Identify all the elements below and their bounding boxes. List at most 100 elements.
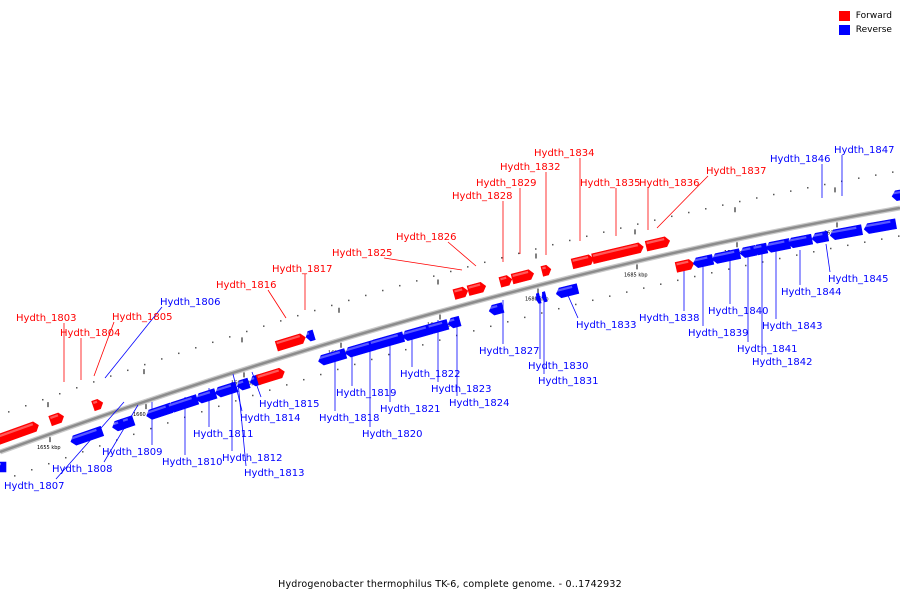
gene-arrow[interactable] bbox=[401, 323, 434, 342]
gene-label[interactable]: Hydth_1812 bbox=[222, 453, 283, 464]
gene-arrow[interactable] bbox=[711, 248, 742, 265]
gene-arrow[interactable] bbox=[167, 394, 200, 414]
gene-label[interactable]: Hydth_1840 bbox=[708, 306, 769, 317]
gene-arrow[interactable] bbox=[91, 398, 105, 412]
gene-hydth-1846[interactable] bbox=[863, 218, 897, 234]
gene-hydth-1837[interactable] bbox=[674, 259, 695, 273]
gene-label[interactable]: Hydth_1809 bbox=[102, 447, 163, 458]
gene-arrow[interactable] bbox=[48, 412, 66, 427]
gene-hydth-1812[interactable] bbox=[195, 388, 218, 405]
gene-hydth-1821[interactable] bbox=[369, 331, 406, 351]
gene-arrow[interactable] bbox=[692, 254, 715, 268]
gene-hydth-1815[interactable] bbox=[214, 381, 239, 398]
gene-label[interactable]: Hydth_1836 bbox=[639, 178, 700, 189]
gene-label[interactable]: Hydth_1828 bbox=[452, 191, 513, 202]
gene-label[interactable]: Hydth_1823 bbox=[431, 384, 492, 395]
gene-label[interactable]: Hydth_1845 bbox=[828, 274, 889, 285]
gene-arrow[interactable] bbox=[255, 367, 286, 386]
gene-hydth-1841[interactable] bbox=[752, 242, 769, 256]
gene-arrow[interactable] bbox=[0, 461, 7, 473]
gene-hydth-1832[interactable] bbox=[540, 264, 552, 277]
gene-arrow[interactable] bbox=[829, 224, 863, 241]
gene-label[interactable]: Hydth_1846 bbox=[770, 154, 831, 165]
gene-hydth-1833[interactable] bbox=[555, 283, 580, 299]
gene-hydth-1835[interactable] bbox=[591, 242, 645, 265]
gene-arrow[interactable] bbox=[145, 402, 174, 421]
gene-arrow[interactable] bbox=[739, 245, 758, 258]
gene-label[interactable]: Hydth_1803 bbox=[16, 313, 77, 324]
gene-label[interactable]: Hydth_1841 bbox=[737, 344, 798, 355]
gene-label[interactable]: Hydth_1839 bbox=[688, 328, 749, 339]
gene-arrow[interactable] bbox=[69, 425, 105, 446]
gene-hydth-1813[interactable] bbox=[236, 377, 251, 391]
gene-arrow[interactable] bbox=[452, 286, 469, 300]
gene-label[interactable]: Hydth_1847 bbox=[834, 145, 895, 156]
gene-arrow[interactable] bbox=[498, 274, 513, 288]
gene-arrow[interactable] bbox=[541, 291, 548, 303]
gene-label[interactable]: Hydth_1808 bbox=[52, 464, 113, 475]
gene-label[interactable]: Hydth_1832 bbox=[500, 162, 561, 173]
gene-hydth-1807[interactable] bbox=[0, 461, 7, 473]
gene-hydth-1847[interactable] bbox=[891, 188, 900, 201]
gene-label[interactable]: Hydth_1804 bbox=[60, 328, 121, 339]
gene-hydth-1840[interactable] bbox=[739, 245, 758, 258]
gene-hydth-1843[interactable] bbox=[787, 233, 814, 249]
gene-hydth-1829[interactable] bbox=[510, 269, 535, 285]
gene-hydth-1830[interactable] bbox=[535, 292, 542, 304]
gene-arrow[interactable] bbox=[591, 242, 645, 265]
gene-hydth-1822[interactable] bbox=[401, 323, 434, 342]
gene-hydth-1831[interactable] bbox=[541, 291, 548, 303]
gene-label[interactable]: Hydth_1826 bbox=[396, 232, 457, 243]
gene-arrow[interactable] bbox=[765, 238, 792, 254]
gene-label[interactable]: Hydth_1818 bbox=[319, 413, 380, 424]
gene-arrow[interactable] bbox=[0, 421, 40, 448]
gene-arrow[interactable] bbox=[344, 339, 377, 358]
gene-hydth-1842[interactable] bbox=[765, 238, 792, 254]
gene-label[interactable]: Hydth_1844 bbox=[781, 287, 842, 298]
gene-label[interactable]: Hydth_1820 bbox=[362, 429, 423, 440]
gene-label[interactable]: Hydth_1843 bbox=[762, 321, 823, 332]
gene-label[interactable]: Hydth_1829 bbox=[476, 178, 537, 189]
gene-label[interactable]: Hydth_1842 bbox=[752, 357, 813, 368]
gene-hydth-1818[interactable] bbox=[305, 329, 316, 342]
gene-hydth-1823[interactable] bbox=[427, 319, 450, 335]
gene-hydth-1828[interactable] bbox=[498, 274, 513, 288]
gene-label[interactable]: Hydth_1810 bbox=[162, 457, 223, 468]
gene-label[interactable]: Hydth_1827 bbox=[479, 346, 540, 357]
gene-arrow[interactable] bbox=[863, 218, 897, 234]
gene-hydth-1805[interactable] bbox=[91, 398, 105, 412]
gene-hydth-1827[interactable] bbox=[488, 302, 505, 316]
gene-arrow[interactable] bbox=[236, 377, 251, 391]
gene-label[interactable]: Hydth_1831 bbox=[538, 376, 599, 387]
gene-label[interactable]: Hydth_1833 bbox=[576, 320, 637, 331]
gene-label[interactable]: Hydth_1821 bbox=[380, 404, 441, 415]
gene-hydth-1804[interactable] bbox=[48, 412, 66, 427]
gene-arrow[interactable] bbox=[305, 329, 316, 342]
gene-label[interactable]: Hydth_1824 bbox=[449, 398, 510, 409]
gene-hydth-1845[interactable] bbox=[829, 224, 863, 241]
gene-arrow[interactable] bbox=[535, 292, 542, 304]
gene-arrow[interactable] bbox=[195, 388, 218, 405]
gene-label[interactable]: Hydth_1805 bbox=[112, 312, 173, 323]
gene-arrow[interactable] bbox=[113, 418, 126, 432]
gene-arrow[interactable] bbox=[752, 242, 769, 256]
gene-arrow[interactable] bbox=[644, 236, 671, 252]
gene-label[interactable]: Hydth_1837 bbox=[706, 166, 767, 177]
gene-hydth-1816[interactable] bbox=[255, 367, 286, 386]
gene-arrow[interactable] bbox=[570, 254, 595, 270]
gene-arrow[interactable] bbox=[317, 348, 348, 367]
gene-label[interactable]: Hydth_1806 bbox=[160, 297, 221, 308]
gene-label[interactable]: Hydth_1807 bbox=[4, 481, 65, 492]
gene-hydth-1836[interactable] bbox=[644, 236, 671, 252]
gene-label[interactable]: Hydth_1825 bbox=[332, 248, 393, 259]
gene-label[interactable]: Hydth_1815 bbox=[259, 399, 320, 410]
gene-hydth-1819[interactable] bbox=[317, 348, 348, 367]
gene-label[interactable]: Hydth_1819 bbox=[336, 388, 397, 399]
gene-hydth-1803[interactable] bbox=[0, 421, 40, 448]
gene-label[interactable]: Hydth_1822 bbox=[400, 369, 461, 380]
gene-hydth-1825[interactable] bbox=[452, 286, 469, 300]
gene-arrow[interactable] bbox=[447, 315, 462, 329]
gene-label[interactable]: Hydth_1838 bbox=[639, 313, 700, 324]
gene-label[interactable]: Hydth_1830 bbox=[528, 361, 589, 372]
gene-hydth-1824[interactable] bbox=[447, 315, 462, 329]
